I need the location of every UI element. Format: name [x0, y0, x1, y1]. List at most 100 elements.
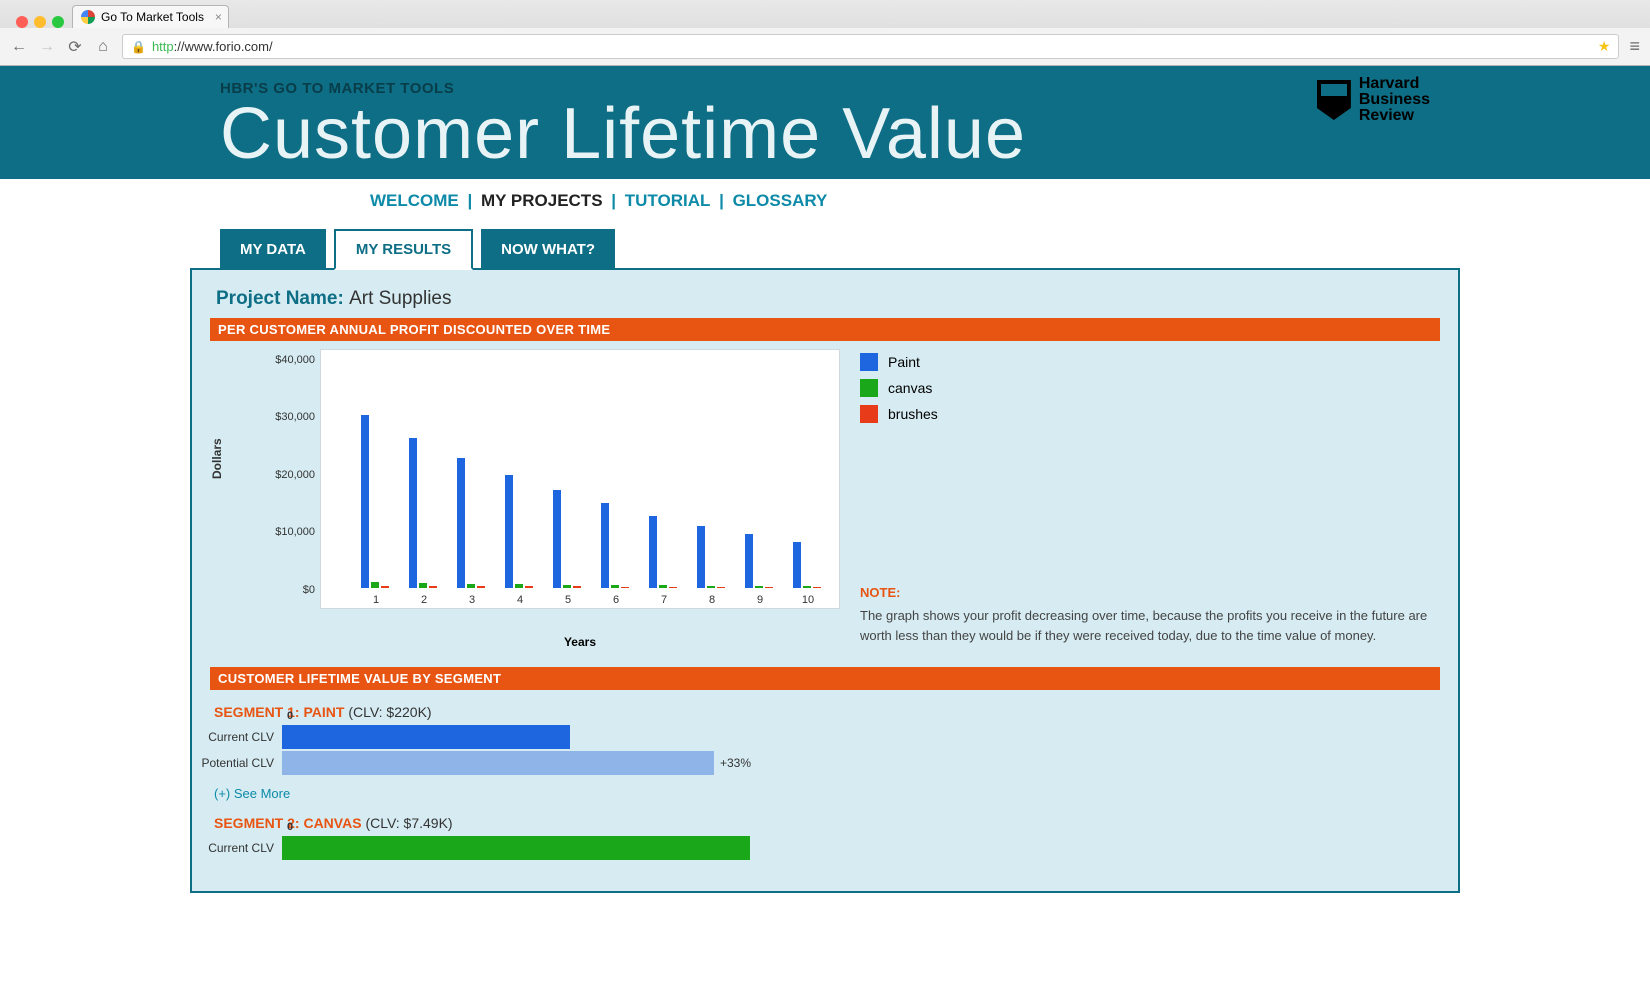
tab-my-data[interactable]: MY DATA — [220, 229, 326, 270]
chart-xlabel: Years — [320, 635, 840, 649]
back-icon[interactable]: ← — [10, 38, 28, 56]
bar-brushes-6 — [621, 587, 629, 588]
bookmark-star-icon[interactable]: ★ — [1598, 38, 1611, 55]
bar-paint-2 — [409, 438, 417, 588]
bar-brushes-1 — [381, 586, 389, 588]
bar-brushes-3 — [477, 586, 485, 587]
bar-canvas-10 — [803, 586, 811, 588]
xtick: 2 — [421, 594, 427, 606]
browser-chrome: Go To Market Tools × ← → ⟳ ⌂ 🔒 http ://w… — [0, 0, 1650, 66]
nav-my-projects[interactable]: MY PROJECTS — [481, 191, 603, 210]
bar-paint-6 — [601, 503, 609, 588]
bar-canvas-5 — [563, 585, 571, 588]
reload-icon[interactable]: ⟳ — [66, 37, 84, 57]
legend-item-canvas: canvas — [860, 379, 1440, 397]
ytick: $20,000 — [275, 469, 321, 481]
legend-swatch — [860, 379, 878, 397]
xtick: 7 — [661, 594, 667, 606]
nav-tutorial[interactable]: TUTORIAL — [625, 191, 711, 210]
bar-canvas-4 — [515, 584, 523, 587]
nav-welcome[interactable]: WELCOME — [370, 191, 459, 210]
bar-paint-9 — [745, 534, 753, 587]
bar-canvas-3 — [467, 584, 475, 588]
clv-bar — [282, 836, 750, 860]
bar-canvas-2 — [419, 583, 427, 588]
close-window-icon[interactable] — [16, 16, 28, 28]
section-bar-profit: PER CUSTOMER ANNUAL PROFIT DISCOUNTED OV… — [210, 318, 1440, 341]
xtick: 9 — [757, 594, 763, 606]
hbr-logo: Harvard Business Review — [1317, 76, 1430, 124]
see-more-link[interactable]: (+) See More — [214, 786, 1440, 801]
ytick: $40,000 — [275, 354, 321, 366]
chart-note: NOTE: The graph shows your profit decrea… — [860, 583, 1440, 646]
legend-label: Paint — [888, 354, 920, 370]
chrome-menu-icon[interactable]: ≡ — [1629, 36, 1640, 57]
maximize-window-icon[interactable] — [52, 16, 64, 28]
hbar-zero: 0 — [287, 710, 293, 722]
bar-brushes-10 — [813, 587, 821, 588]
results-panel: Project Name: Art Supplies PER CUSTOMER … — [190, 268, 1460, 893]
clv-bar-label: Current CLV — [192, 841, 282, 855]
bar-paint-3 — [457, 458, 465, 587]
tab-title: Go To Market Tools — [101, 10, 204, 24]
segment-paint: SEGMENT 1: PAINT (CLV: $220K)0 Current CL… — [210, 704, 1440, 801]
clv-bar-label: Current CLV — [192, 730, 282, 744]
bar-canvas-7 — [659, 585, 667, 587]
address-bar[interactable]: 🔒 http ://www.forio.com/ ★ — [122, 34, 1619, 59]
top-nav: WELCOME | MY PROJECTS | TUTORIAL | GLOSS… — [190, 179, 1460, 219]
bar-brushes-8 — [717, 587, 725, 588]
legend-item-brushes: brushes — [860, 405, 1440, 423]
segment-canvas: SEGMENT 2: CANVAS (CLV: $7.49K)0Current … — [210, 815, 1440, 861]
project-name: Project Name: Art Supplies — [216, 288, 1440, 310]
segment-title: SEGMENT 2: CANVAS (CLV: $7.49K) — [214, 815, 1440, 831]
nav-glossary[interactable]: GLOSSARY — [733, 191, 828, 210]
bar-brushes-4 — [525, 586, 533, 587]
url-protocol: http — [152, 39, 174, 54]
bar-brushes-5 — [573, 586, 581, 587]
xtick: 4 — [517, 594, 523, 606]
bar-canvas-1 — [371, 582, 379, 588]
clv-bar-row: Current CLV — [290, 724, 1440, 750]
favicon-icon — [81, 10, 95, 24]
legend-swatch — [860, 353, 878, 371]
bar-canvas-9 — [755, 586, 763, 588]
content-tabs: MY DATAMY RESULTSNOW WHAT? — [220, 229, 1430, 270]
url-rest: ://www.forio.com/ — [174, 39, 273, 54]
ytick: $30,000 — [275, 411, 321, 423]
profit-chart: Dollars 12345678910 $0$10,000$20,000$30,… — [210, 349, 840, 649]
forward-icon[interactable]: → — [38, 38, 56, 56]
chart-ylabel: Dollars — [210, 438, 224, 479]
clv-bar — [282, 725, 570, 749]
ytick: $0 — [303, 584, 321, 596]
browser-tab[interactable]: Go To Market Tools × — [72, 5, 229, 28]
xtick: 6 — [613, 594, 619, 606]
tab-close-icon[interactable]: × — [215, 10, 222, 24]
xtick: 10 — [802, 594, 814, 606]
bar-paint-5 — [553, 490, 561, 588]
legend-swatch — [860, 405, 878, 423]
ytick: $10,000 — [275, 526, 321, 538]
minimize-window-icon[interactable] — [34, 16, 46, 28]
bar-brushes-9 — [765, 587, 773, 588]
bar-paint-10 — [793, 542, 801, 588]
lock-icon: 🔒 — [131, 40, 146, 54]
legend-label: brushes — [888, 406, 938, 422]
clv-bar-label: Potential CLV — [192, 756, 282, 770]
segment-title: SEGMENT 1: PAINT (CLV: $220K) — [214, 704, 1440, 720]
clv-bar-row: Potential CLV+33% — [290, 750, 1440, 776]
bar-canvas-8 — [707, 586, 715, 588]
bar-paint-7 — [649, 516, 657, 588]
chart-legend: Paint canvas brushes — [860, 353, 1440, 423]
clv-bar-delta: +33% — [720, 756, 751, 770]
window-controls[interactable] — [8, 16, 72, 28]
xtick: 5 — [565, 594, 571, 606]
hero-title: Customer Lifetime Value — [220, 97, 1430, 173]
tab-now-what-[interactable]: NOW WHAT? — [481, 229, 615, 270]
home-icon[interactable]: ⌂ — [94, 38, 112, 56]
legend-item-paint: Paint — [860, 353, 1440, 371]
bar-brushes-2 — [429, 586, 437, 588]
tab-my-results[interactable]: MY RESULTS — [334, 229, 473, 270]
shield-icon — [1317, 80, 1351, 120]
bar-brushes-7 — [669, 587, 677, 588]
clv-bar-row: Current CLV — [290, 835, 1440, 861]
